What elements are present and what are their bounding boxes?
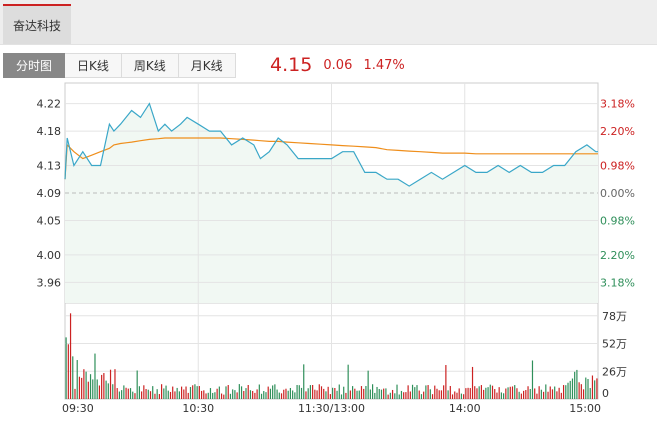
price-tick-label: 4.13 bbox=[37, 160, 62, 173]
quote-summary: 4.15 0.06 1.47% bbox=[270, 54, 405, 78]
price-tick-label: 3.96 bbox=[37, 276, 62, 289]
intraday-chart: 4.22 3.18% 4.18 2.20% 4.13 0.98% 4.09 0.00% 4.05… bbox=[37, 82, 635, 415]
current-price: 4.15 bbox=[270, 54, 313, 76]
volume-bars bbox=[65, 313, 598, 399]
price-line bbox=[64, 102, 598, 187]
percent-tick-label: 0.98% bbox=[600, 215, 635, 228]
average-price-line bbox=[64, 137, 598, 180]
percent-tick-label: 2.20% bbox=[600, 125, 635, 138]
percent-tick-label: 3.18% bbox=[600, 276, 635, 289]
volume-tick-label: 26万 bbox=[602, 365, 627, 378]
percent-tick-label: 2.20% bbox=[600, 249, 635, 262]
volume-tick-label: 78万 bbox=[602, 310, 627, 323]
price-tick-label: 4.09 bbox=[37, 187, 62, 200]
tab-intraday[interactable]: 分时图 bbox=[3, 53, 66, 78]
volume-tick-label: 0 bbox=[602, 387, 609, 400]
price-tick-label: 4.18 bbox=[37, 125, 62, 138]
tab-monthly-k[interactable]: 月K线 bbox=[178, 53, 236, 78]
stock-name-tab[interactable]: 奋达科技 bbox=[3, 4, 72, 44]
tab-weekly-k[interactable]: 周K线 bbox=[121, 53, 179, 78]
percent-tick-label: 0.98% bbox=[600, 160, 635, 173]
time-tick-label: 15:00 bbox=[569, 402, 601, 415]
time-tick-label: 10:30 bbox=[182, 402, 214, 415]
chart-type-tabs: 分时图 日K线 周K线 月K线 bbox=[3, 53, 236, 78]
price-tick-label: 4.05 bbox=[37, 215, 62, 228]
percent-tick-label: 3.18% bbox=[600, 98, 635, 111]
time-tick-label: 11:30/13:00 bbox=[298, 402, 365, 415]
time-tick-label: 09:30 bbox=[62, 402, 94, 415]
price-change-percent: 1.47% bbox=[363, 57, 405, 73]
top-bar: 奋达科技 bbox=[0, 0, 657, 45]
volume-tick-label: 52万 bbox=[602, 338, 627, 351]
price-tick-label: 4.22 bbox=[37, 98, 62, 111]
tab-daily-k[interactable]: 日K线 bbox=[65, 53, 122, 78]
price-tick-label: 4.00 bbox=[37, 249, 62, 262]
price-change: 0.06 bbox=[323, 57, 353, 73]
percent-tick-label: 0.00% bbox=[600, 187, 635, 200]
time-tick-label: 14:00 bbox=[449, 402, 481, 415]
